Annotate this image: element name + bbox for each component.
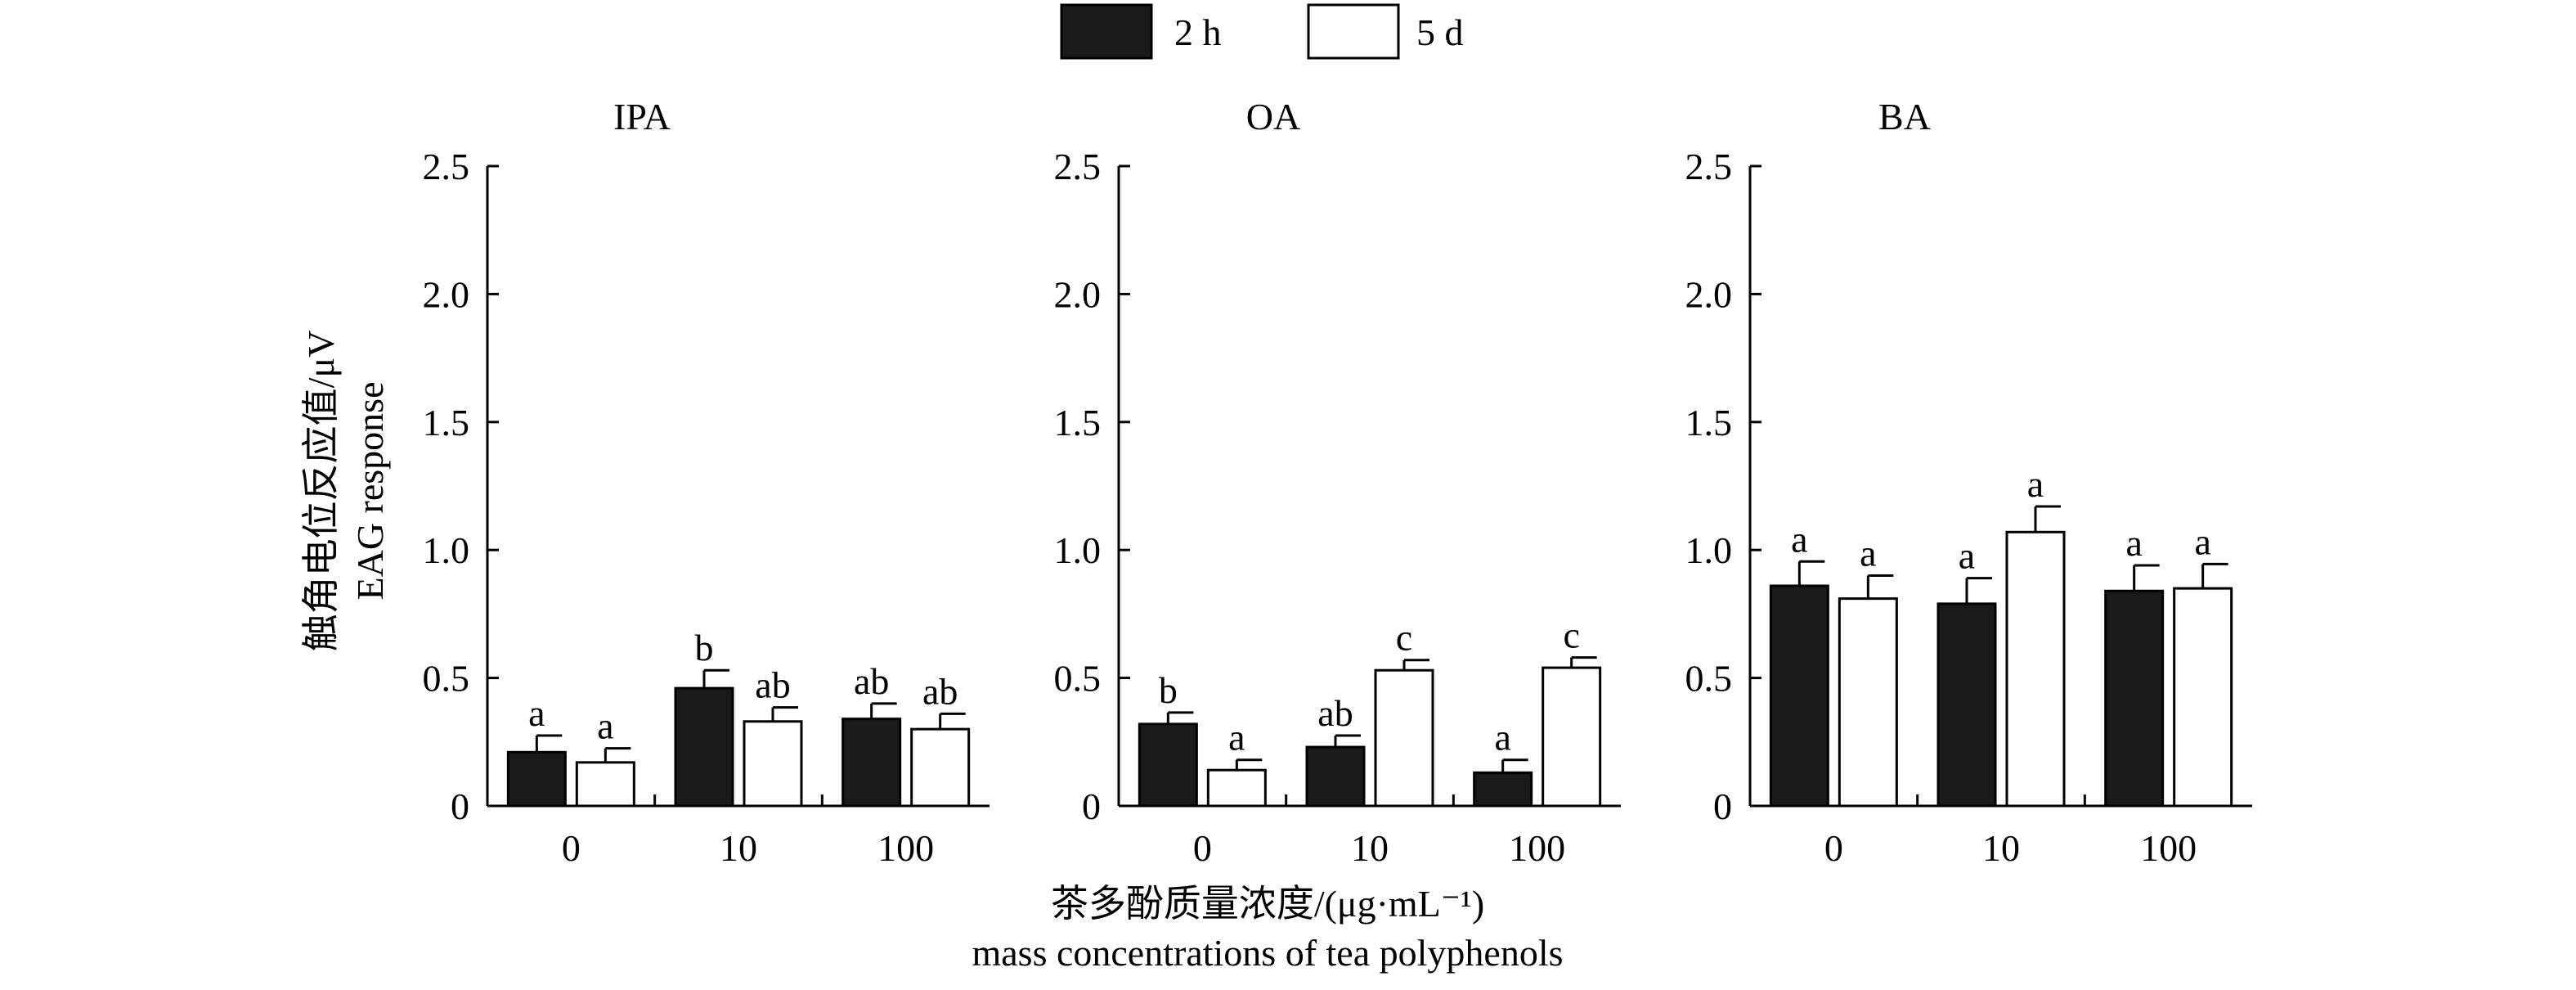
- bar: [1542, 666, 1602, 808]
- significance-letter: a: [2125, 522, 2142, 564]
- y-tick-label: 0.5: [423, 658, 470, 700]
- x-tick-label: 100: [2140, 827, 2197, 869]
- x-axis-label-cn: 茶多酚质量浓度/(μg·mL⁻¹): [1051, 883, 1484, 925]
- legend-label-2h: 2 h: [1174, 11, 1222, 53]
- significance-letter: a: [1791, 518, 1807, 560]
- y-axis-label-en: EAG response: [349, 382, 391, 601]
- y-tick-label: 1.5: [1054, 402, 1102, 443]
- y-tick-label: 0.5: [1054, 658, 1102, 700]
- x-tick-label: 100: [877, 827, 934, 869]
- x-tick-label: 10: [720, 827, 757, 869]
- legend-label-5d: 5 d: [1416, 11, 1464, 53]
- x-tick-label: 0: [1193, 827, 1212, 869]
- x-tick-label: 0: [1824, 827, 1843, 869]
- x-axis-label-en: mass concentrations of tea polyphenols: [972, 932, 1563, 974]
- y-tick-label: 1.5: [423, 402, 470, 443]
- significance-letter: a: [1228, 717, 1245, 758]
- bar: [1374, 668, 1434, 808]
- significance-letter: ab: [755, 664, 790, 706]
- bar: [506, 750, 567, 808]
- x-tick-label: 10: [1351, 827, 1389, 869]
- y-axis-label-cn: 触角电位反应值/μV: [300, 331, 342, 652]
- bar: [1138, 722, 1198, 808]
- panel-title: OA: [1246, 96, 1300, 137]
- y-tick-label: 1.0: [1054, 529, 1102, 571]
- y-tick-label: 1.5: [1685, 402, 1733, 443]
- x-tick-label: 100: [1509, 827, 1565, 869]
- y-tick-label: 2.5: [1054, 146, 1102, 187]
- panel-title: IPA: [613, 96, 671, 137]
- significance-letter: b: [695, 627, 714, 668]
- bar: [1473, 771, 1533, 808]
- panel-title: BA: [1878, 96, 1931, 137]
- y-tick-label: 0: [1082, 785, 1101, 827]
- bar: [2173, 587, 2233, 808]
- bar: [841, 718, 902, 808]
- bar: [1206, 768, 1267, 808]
- significance-letter: c: [1563, 614, 1579, 656]
- bar: [743, 720, 803, 808]
- y-tick-label: 1.0: [423, 529, 470, 571]
- bar: [1838, 597, 1898, 808]
- legend: 2 h 5 d: [1060, 3, 1464, 60]
- y-tick-label: 2.5: [423, 146, 470, 187]
- significance-letter: a: [1494, 717, 1510, 758]
- x-tick-label: 10: [1982, 827, 2020, 869]
- significance-letter: ab: [1317, 692, 1353, 734]
- x-tick-label: 0: [562, 827, 581, 869]
- bar: [910, 727, 971, 808]
- y-tick-label: 1.0: [1685, 529, 1733, 571]
- bar: [1936, 602, 1997, 808]
- significance-letter: a: [1959, 535, 1975, 577]
- y-tick-label: 0: [451, 785, 469, 827]
- y-tick-label: 0.5: [1685, 658, 1733, 700]
- significance-letter: c: [1396, 617, 1412, 659]
- bar: [1769, 584, 1829, 808]
- significance-letter: ab: [922, 670, 958, 712]
- bar: [1305, 745, 1366, 808]
- y-tick-label: 2.0: [1054, 273, 1102, 315]
- legend-swatch-2h: [1060, 3, 1153, 60]
- y-tick-label: 2.0: [1685, 273, 1733, 315]
- bar: [2005, 530, 2066, 808]
- significance-letter: ab: [854, 660, 889, 702]
- significance-letter: a: [2027, 463, 2044, 505]
- significance-letter: a: [1860, 532, 1876, 574]
- chart-panel-ba: BA 0 0.5 1.0 1.5 2.0 2.5 0 a a 10 a a 100 a a: [1685, 96, 2252, 869]
- y-tick-label: 2.0: [423, 273, 470, 315]
- y-tick-label: 0: [1713, 785, 1732, 827]
- significance-letter: b: [1159, 669, 1178, 711]
- significance-letter: a: [2194, 520, 2210, 562]
- bar: [2104, 589, 2165, 808]
- bar: [575, 761, 635, 808]
- y-tick-label: 2.5: [1685, 146, 1733, 187]
- legend-swatch-5d: [1307, 3, 1400, 60]
- significance-letter: a: [528, 692, 545, 734]
- significance-letter: a: [597, 705, 613, 747]
- bar: [674, 686, 734, 808]
- chart-panel-oa: OA 0 0.5 1.0 1.5 2.0 2.5 0 b a 10 ab c 100 a c: [1054, 96, 1621, 869]
